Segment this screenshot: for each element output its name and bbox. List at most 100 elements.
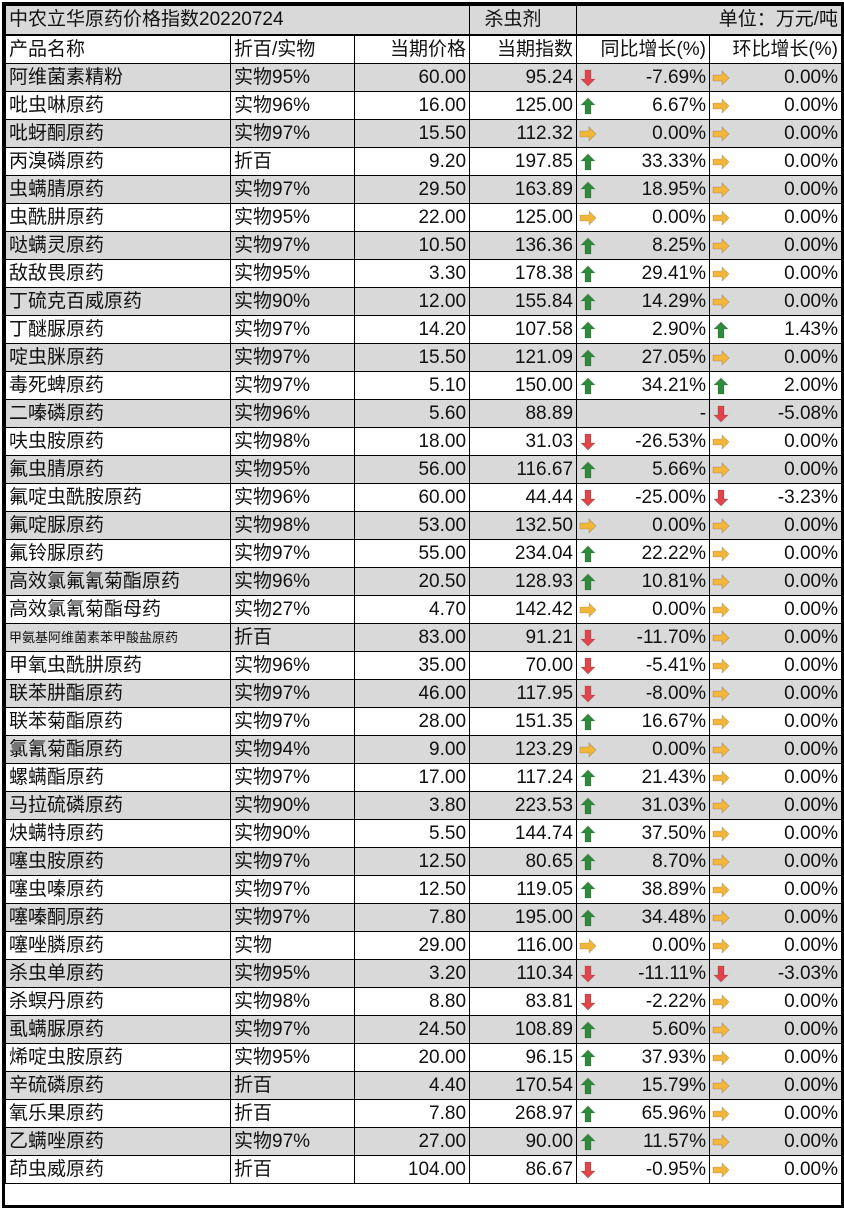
mom-change-cell: 0.00% [709, 511, 843, 540]
current-price-cell: 53.00 [353, 511, 471, 540]
table-row: 虫螨腈原药 实物97% 29.50 163.89 18.95% 0.00% [5, 175, 843, 204]
current-index-cell: 44.44 [469, 483, 578, 512]
arrow-up-green-icon [713, 377, 729, 395]
arrow-up-green-icon [580, 461, 596, 479]
yoy-change-value: - [699, 402, 707, 424]
mom-change-value: 0.00% [784, 822, 839, 844]
current-index-cell: 112.32 [469, 119, 578, 148]
mom-change-value: 0.00% [784, 1018, 839, 1040]
arrow-down-red-icon [580, 993, 596, 1011]
spec-cell: 实物97% [230, 539, 355, 568]
current-price-cell: 60.00 [353, 63, 471, 92]
mom-change-cell: 2.00% [709, 371, 843, 400]
spec-cell: 实物90% [230, 791, 355, 820]
current-price-cell: 15.50 [353, 119, 471, 148]
arrow-up-green-icon [580, 237, 596, 255]
mom-change-value: 0.00% [784, 178, 839, 200]
yoy-change-cell: -8.00% [576, 679, 711, 708]
yoy-change-cell: -2.22% [576, 987, 711, 1016]
current-price-cell: 29.00 [353, 931, 471, 960]
table-row: 虫酰肼原药 实物95% 22.00 125.00 0.00% 0.00% [5, 203, 843, 232]
arrow-down-red-icon [580, 69, 596, 87]
col-header-price: 当期价格 [353, 34, 471, 64]
spec-cell: 实物97% [230, 315, 355, 344]
current-price-cell: 20.00 [353, 1043, 471, 1072]
mom-change-value: 0.00% [784, 94, 839, 116]
current-index-cell: 234.04 [469, 539, 578, 568]
yoy-change-cell: 0.00% [576, 203, 711, 232]
col-header-yoy: 同比增长(%) [576, 34, 711, 64]
table-row: 啶虫脒原药 实物97% 15.50 121.09 27.05% 0.00% [5, 343, 843, 372]
mom-change-cell: 0.00% [709, 91, 843, 120]
product-name-cell: 氧乐果原药 [5, 1099, 231, 1128]
spec-cell: 实物95% [230, 259, 355, 288]
table-row: 呋虫胺原药 实物98% 18.00 31.03 -26.53% 0.00% [5, 427, 843, 456]
yoy-change-value: 0.00% [652, 934, 707, 956]
current-price-cell: 9.00 [353, 735, 471, 764]
current-price-cell: 3.30 [353, 259, 471, 288]
mom-change-value: 0.00% [784, 934, 839, 956]
current-index-cell: 70.00 [469, 651, 578, 680]
current-index-cell: 108.89 [469, 1015, 578, 1044]
current-index-cell: 116.67 [469, 455, 578, 484]
yoy-change-cell: -25.00% [576, 483, 711, 512]
product-name-cell: 杀螟丹原药 [5, 987, 231, 1016]
mom-change-cell: 0.00% [709, 455, 843, 484]
mom-change-value: -3.23% [777, 486, 839, 508]
spec-cell: 折百 [230, 1099, 355, 1128]
table-row: 丁醚脲原药 实物97% 14.20 107.58 2.90% 1.43% [5, 315, 843, 344]
product-name-cell: 辛硫磷原药 [5, 1071, 231, 1100]
yoy-change-cell: 31.03% [576, 791, 711, 820]
yoy-change-value: 29.41% [641, 262, 707, 284]
product-name-cell: 噻虫嗪原药 [5, 875, 231, 904]
current-index-cell: 125.00 [469, 203, 578, 232]
product-name-cell: 联苯肼酯原药 [5, 679, 231, 708]
arrow-up-green-icon [580, 321, 596, 339]
current-price-cell: 46.00 [353, 679, 471, 708]
arrow-right-yellow-icon [712, 798, 730, 814]
current-index-cell: 132.50 [469, 511, 578, 540]
spec-cell: 实物97% [230, 763, 355, 792]
arrow-up-green-icon [580, 1021, 596, 1039]
arrow-down-red-icon [580, 433, 596, 451]
yoy-change-value: 10.81% [641, 570, 707, 592]
mom-change-cell: 0.00% [709, 259, 843, 288]
spec-cell: 实物97% [230, 343, 355, 372]
yoy-change-cell: 21.43% [576, 763, 711, 792]
yoy-change-value: 0.00% [652, 598, 707, 620]
yoy-change-value: 18.95% [641, 178, 707, 200]
current-index-cell: 195.00 [469, 903, 578, 932]
yoy-change-value: 31.03% [641, 794, 707, 816]
table-row: 甲氨基阿维菌素苯甲酸盐原药 折百 83.00 91.21 -11.70% 0.00% [5, 623, 843, 652]
table-row: 高效氯氟氰菊酯原药 实物96% 20.50 128.93 10.81% 0.00% [5, 567, 843, 596]
mom-change-value: 0.00% [784, 1158, 839, 1180]
table-row: 噻虫胺原药 实物97% 12.50 80.65 8.70% 0.00% [5, 847, 843, 876]
product-name-cell: 虱螨脲原药 [5, 1015, 231, 1044]
spec-cell: 折百 [230, 1071, 355, 1100]
mom-change-value: 0.00% [784, 990, 839, 1012]
product-name-cell: 虫酰肼原药 [5, 203, 231, 232]
current-index-cell: 142.42 [469, 595, 578, 624]
mom-change-value: 0.00% [784, 626, 839, 648]
product-name-cell: 丁硫克百威原药 [5, 287, 231, 316]
yoy-change-value: -2.22% [645, 990, 707, 1012]
price-index-table: 中农立华原药价格指数20220724 杀虫剂 单位：万元/吨 产品名称 折百/实… [4, 5, 843, 1184]
arrow-up-green-icon [580, 377, 596, 395]
arrow-right-yellow-icon [712, 770, 730, 786]
spec-cell: 实物96% [230, 567, 355, 596]
mom-change-cell: 0.00% [709, 819, 843, 848]
current-price-cell: 3.80 [353, 791, 471, 820]
product-name-cell: 高效氯氰菊酯母药 [5, 595, 231, 624]
arrow-up-green-icon [580, 1077, 596, 1095]
spec-cell: 实物98% [230, 511, 355, 540]
yoy-change-cell: 22.22% [576, 539, 711, 568]
arrow-right-yellow-icon [579, 742, 597, 758]
yoy-change-value: -0.95% [645, 1158, 707, 1180]
spec-cell: 实物98% [230, 427, 355, 456]
spec-cell: 实物97% [230, 1127, 355, 1156]
current-index-cell: 155.84 [469, 287, 578, 316]
product-name-cell: 高效氯氟氰菊酯原药 [5, 567, 231, 596]
table-row: 毒死蜱原药 实物97% 5.10 150.00 34.21% 2.00% [5, 371, 843, 400]
arrow-right-yellow-icon [712, 686, 730, 702]
